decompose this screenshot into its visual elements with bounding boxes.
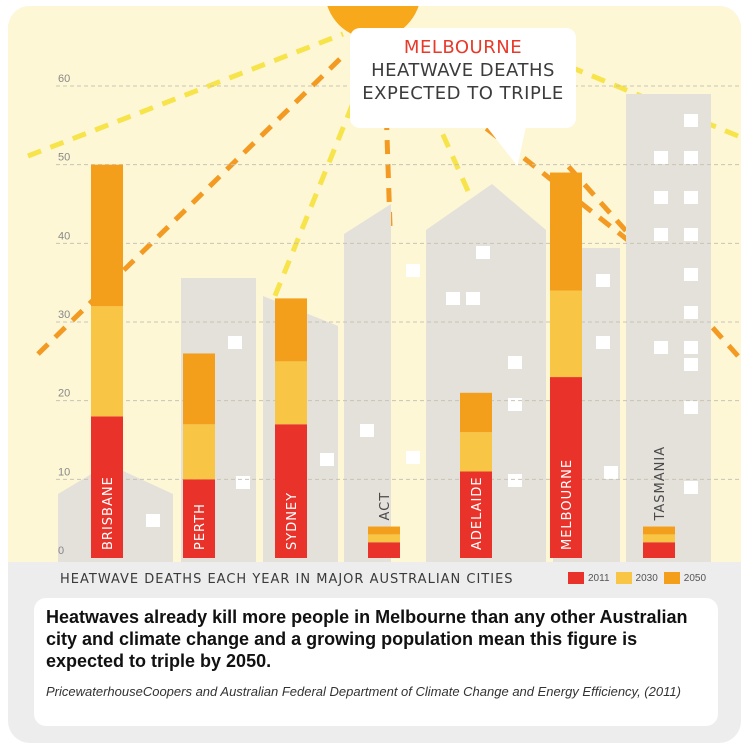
bar-sydney-2030 (275, 361, 307, 425)
y-tick-label-60: 60 (58, 73, 70, 85)
bar-perth-2011 (183, 479, 215, 558)
window-4 (320, 453, 334, 466)
y-tick-label-40: 40 (58, 230, 70, 242)
bar-perth-2030 (183, 424, 215, 480)
infographic-card: 0 10 20 30 40 50 60 BRISBANE PERTH SYDNEY ACT ADEL… (8, 6, 741, 743)
legend-swatch-2011 (568, 572, 584, 584)
source-citation: PricewaterhouseCoopers and Australian Fe… (46, 684, 681, 699)
y-tick-label-20: 20 (58, 388, 70, 400)
window-22 (684, 268, 698, 281)
window-11 (508, 398, 522, 411)
bar-tasmania-2011 (643, 542, 675, 558)
category-label-adelaide: ADELAIDE (470, 476, 485, 550)
bar-adelaide-2050 (460, 392, 492, 433)
window-10 (508, 356, 522, 369)
y-tick-label-0: 0 (58, 545, 64, 557)
sun-ray-3 (263, 85, 363, 319)
window-28 (684, 481, 698, 494)
window-8 (446, 292, 460, 305)
y-tick-label-30: 30 (58, 309, 70, 321)
bar-act-2030 (368, 534, 400, 543)
building-5 (426, 184, 546, 562)
window-13 (596, 274, 610, 287)
bar-sydney-2011 (275, 424, 307, 558)
legend: 2011 2030 2050 (568, 572, 706, 584)
stacked-bar-chart: 0 10 20 30 40 50 60 BRISBANE PERTH SYDNEY ACT ADEL… (27, 6, 741, 562)
bar-melbourne-2011 (550, 377, 582, 558)
caption-box: Heatwaves already kill more people in Me… (34, 598, 718, 726)
bar-tasmania-2050 (643, 526, 675, 535)
bar-tasmania-2030 (643, 534, 675, 543)
callout-city: MELBOURNE (403, 37, 523, 58)
legend-swatch-2050 (663, 572, 680, 584)
window-21 (684, 228, 698, 241)
bar-brisbane-2011 (91, 416, 123, 558)
legend-item-2050: 2050 (663, 572, 707, 584)
bar-labels: BRISBANE PERTH SYDNEY ACT ADELAIDE MELBOURNE T… (101, 446, 668, 550)
window-20 (654, 228, 668, 241)
category-label-brisbane: BRISBANE (101, 476, 116, 550)
category-label-sydney: SYDNEY (285, 492, 300, 550)
category-label-tasmania: TASMANIA (653, 446, 668, 522)
legend-swatch-2030 (615, 572, 632, 584)
bars (91, 164, 675, 558)
callout-bubble: MELBOURNE HEATWAVE DEATHS EXPECTED TO TR… (350, 28, 576, 128)
window-19 (684, 191, 698, 204)
window-26 (684, 358, 698, 371)
window-6 (406, 451, 420, 464)
window-12 (508, 474, 522, 487)
y-tick-label-10: 10 (58, 466, 70, 478)
bar-sydney-2050 (275, 298, 307, 362)
legend-item-2030: 2030 (615, 572, 658, 584)
bar-melbourne-2050 (550, 172, 582, 291)
window-15 (604, 466, 618, 479)
bar-act-2011 (368, 542, 400, 558)
category-label-act: ACT (378, 492, 393, 521)
window-5 (406, 264, 420, 277)
bar-perth-2050 (183, 353, 215, 425)
window-23 (684, 306, 698, 319)
window-1 (146, 514, 160, 527)
bar-act-2050 (368, 526, 400, 535)
legend-label-2011: 2011 (588, 572, 610, 584)
window-16 (654, 151, 668, 164)
chart-title: HEATWAVE DEATHS EACH YEAR IN MAJOR AUSTR… (60, 572, 514, 587)
sun-ray-1 (27, 31, 344, 159)
window-14 (596, 336, 610, 349)
building-7 (626, 94, 711, 562)
bar-brisbane-2030 (91, 306, 123, 417)
bar-melbourne-2030 (550, 290, 582, 378)
bar-adelaide-2011 (460, 471, 492, 558)
legend-label-2050: 2050 (683, 572, 707, 584)
category-label-perth: PERTH (193, 503, 208, 550)
caption-text: Heatwaves already kill more people in Me… (46, 607, 688, 671)
window-9 (466, 292, 480, 305)
y-tick-label-50: 50 (58, 152, 70, 164)
category-label-melbourne: MELBOURNE (560, 459, 575, 550)
window-30 (476, 246, 490, 259)
callout-line-1: HEATWAVE DEATHS (371, 60, 555, 81)
window-27 (684, 401, 698, 414)
building-4 (344, 204, 391, 562)
bar-brisbane-2050 (91, 164, 123, 307)
legend-item-2011: 2011 (568, 572, 610, 584)
bar-adelaide-2030 (460, 432, 492, 472)
legend-label-2030: 2030 (635, 572, 658, 584)
window-25 (684, 341, 698, 354)
window-17 (684, 151, 698, 164)
window-29 (684, 114, 698, 127)
window-18 (654, 191, 668, 204)
window-3 (236, 476, 250, 489)
window-7 (360, 424, 374, 437)
window-24 (654, 341, 668, 354)
callout-line-2: EXPECTED TO TRIPLE (362, 83, 564, 104)
window-2 (228, 336, 242, 349)
grid-lines: 0 10 20 30 40 50 60 (56, 73, 741, 557)
